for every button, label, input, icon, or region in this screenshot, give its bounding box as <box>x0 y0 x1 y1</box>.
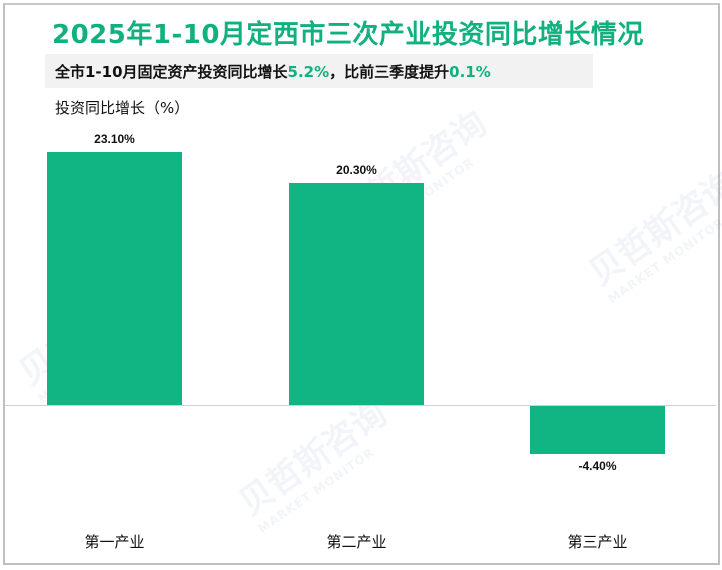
chart-title: 2025年1-10月定西市三次产业投资同比增长情况 <box>52 20 644 50</box>
subtitle-prefix: 全市1-10月固定资产投资同比增长 <box>55 63 288 81</box>
subtitle-highlight-increase: 0.1% <box>449 63 491 81</box>
x-axis-category: 第二产业 <box>326 533 387 551</box>
bar-2 <box>289 182 424 405</box>
bar-1 <box>47 152 182 405</box>
x-axis-category: 第一产业 <box>84 533 145 551</box>
subtitle-box: 全市1-10月固定资产投资同比增长5.2%，比前三季度提升0.1% <box>45 54 593 88</box>
subtitle-text: 全市1-10月固定资产投资同比增长5.2%，比前三季度提升0.1% <box>55 61 491 82</box>
data-label: 23.10% <box>94 132 135 147</box>
data-label: 20.30% <box>336 162 377 177</box>
y-axis-label: 投资同比增长（%） <box>55 99 190 117</box>
bar-3 <box>530 406 665 455</box>
subtitle-highlight-growth: 5.2% <box>287 63 330 81</box>
x-axis-category: 第三产业 <box>567 533 628 551</box>
zero-baseline <box>5 405 716 406</box>
data-label: -4.40% <box>578 459 617 474</box>
subtitle-middle: ，比前三季度提升 <box>329 63 450 81</box>
